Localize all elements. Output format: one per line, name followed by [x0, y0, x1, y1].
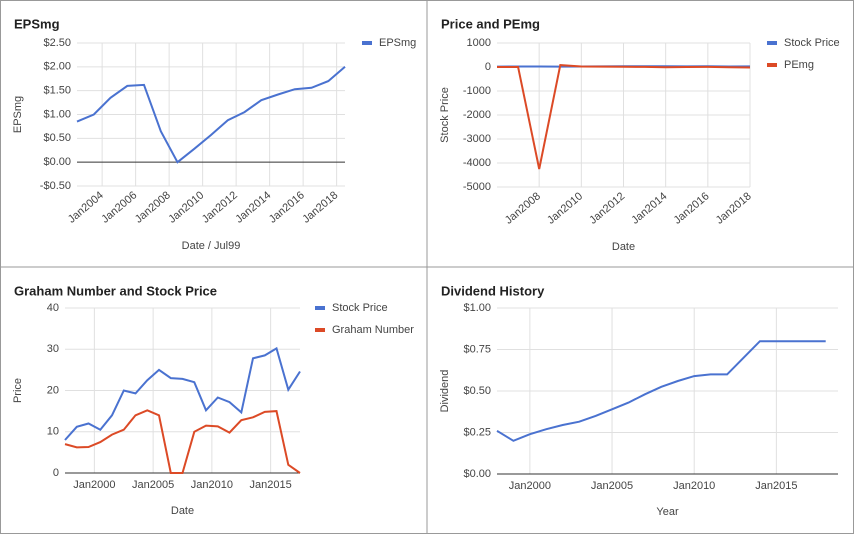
- y-tick-label: -2000: [463, 109, 491, 121]
- x-tick-label: Jan2008: [503, 190, 543, 226]
- x-axis-label: Date / Jul99: [182, 240, 241, 252]
- y-tick-label: $1.50: [43, 85, 71, 97]
- y-tick-label: 1000: [467, 37, 491, 49]
- y-tick-label: -5000: [463, 181, 491, 193]
- y-tick-label: $1.00: [43, 108, 71, 120]
- data-line: [76, 66, 346, 164]
- y-tick-label: -1000: [463, 85, 491, 97]
- y-tick-label: $0.25: [463, 426, 491, 438]
- data-line: [497, 64, 751, 170]
- y-tick-label: 20: [47, 384, 59, 396]
- x-tick-label: Jan2004: [66, 189, 106, 225]
- y-tick-label: 0: [485, 61, 491, 73]
- x-tick-label: Jan2005: [132, 479, 174, 491]
- legend-swatch: [315, 328, 325, 332]
- x-tick-label: Jan2018: [714, 190, 754, 226]
- data-line: [496, 340, 826, 442]
- x-tick-label: Jan2018: [300, 189, 340, 225]
- x-tick-label: Jan2010: [673, 480, 715, 492]
- x-tick-label: Jan2012: [200, 189, 240, 225]
- x-axis-label: Date: [171, 505, 194, 517]
- legend-label: Stock Price: [784, 37, 840, 49]
- data-line: [64, 346, 301, 441]
- y-tick-label: $2.50: [43, 37, 71, 49]
- x-tick-label: Jan2008: [133, 189, 173, 225]
- y-tick-label: $0.00: [463, 468, 491, 480]
- y-tick-label: $0.50: [43, 132, 71, 144]
- x-tick-label: Jan2000: [509, 480, 551, 492]
- y-tick-label: -$0.50: [40, 180, 71, 192]
- x-tick-label: Jan2010: [545, 190, 585, 226]
- x-axis-label: Year: [656, 506, 679, 518]
- y-axis-label: Price: [12, 378, 24, 403]
- x-tick-label: Jan2000: [73, 479, 115, 491]
- x-tick-label: Jan2012: [587, 190, 627, 226]
- legend-swatch: [315, 306, 325, 310]
- chart-title: EPSmg: [14, 16, 60, 31]
- y-tick-label: $1.00: [463, 302, 491, 314]
- legend-label: PEmg: [784, 59, 814, 71]
- legend-swatch: [362, 41, 372, 45]
- x-tick-label: Jan2016: [267, 189, 307, 225]
- x-tick-label: Jan2015: [755, 480, 797, 492]
- y-tick-label: $0.00: [43, 156, 71, 168]
- x-tick-label: Jan2010: [191, 479, 233, 491]
- legend-swatch: [767, 63, 777, 67]
- y-axis-label: Stock Price: [439, 87, 451, 143]
- y-tick-label: 30: [47, 343, 59, 355]
- x-tick-label: Jan2014: [233, 189, 273, 225]
- x-axis-label: Date: [612, 241, 635, 253]
- y-tick-label: -4000: [463, 157, 491, 169]
- x-tick-label: Jan2014: [629, 190, 669, 226]
- chart-title: Price and PEmg: [441, 16, 540, 31]
- y-tick-label: $0.75: [463, 343, 491, 355]
- data-line: [64, 409, 301, 474]
- chart-title: Dividend History: [441, 283, 545, 298]
- y-tick-label: 40: [47, 302, 59, 314]
- y-tick-label: 10: [47, 426, 59, 438]
- chart-panel: Dividend History Dividend Year Jan2000 Jan20…: [439, 283, 838, 518]
- legend-label: Graham Number: [332, 324, 414, 336]
- y-tick-label: -3000: [463, 133, 491, 145]
- legend-swatch: [767, 41, 777, 45]
- x-tick-label: Jan2016: [672, 190, 712, 226]
- chart-panel: Graham Number and Stock Price Price Date Ja…: [12, 283, 414, 516]
- x-tick-label: Jan2015: [250, 479, 292, 491]
- y-tick-label: $0.50: [463, 385, 491, 397]
- y-axis-label: Dividend: [439, 370, 451, 413]
- x-tick-label: Jan2006: [99, 189, 139, 225]
- y-tick-label: $2.00: [43, 61, 71, 73]
- y-tick-label: 0: [53, 467, 59, 479]
- legend-label: Stock Price: [332, 302, 388, 314]
- x-tick-label: Jan2005: [591, 480, 633, 492]
- legend-label: EPSmg: [379, 37, 416, 49]
- chart-title: Graham Number and Stock Price: [14, 283, 217, 298]
- y-axis-label: EPSmg: [12, 96, 24, 133]
- x-tick-label: Jan2010: [166, 189, 206, 225]
